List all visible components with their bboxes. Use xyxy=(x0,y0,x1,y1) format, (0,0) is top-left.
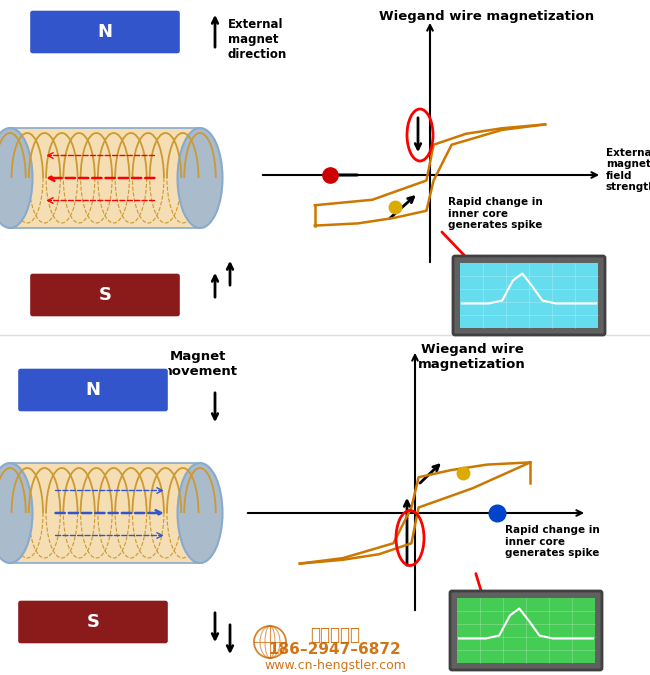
Text: N: N xyxy=(98,23,112,41)
Ellipse shape xyxy=(0,128,32,228)
Text: 西安德伍拓: 西安德伍拓 xyxy=(310,626,360,644)
Bar xyxy=(460,263,598,328)
Text: S: S xyxy=(99,286,112,304)
Ellipse shape xyxy=(177,463,222,563)
FancyBboxPatch shape xyxy=(453,256,605,335)
Ellipse shape xyxy=(177,128,222,228)
Bar xyxy=(10,128,200,228)
FancyBboxPatch shape xyxy=(29,273,181,317)
Text: External
magnetic
field
strength: External magnetic field strength xyxy=(606,148,650,192)
Text: www.cn-hengstler.com: www.cn-hengstler.com xyxy=(264,659,406,672)
Text: 186–2947–6872: 186–2947–6872 xyxy=(268,643,402,657)
Text: External
magnet
direction: External magnet direction xyxy=(228,18,287,61)
FancyBboxPatch shape xyxy=(18,600,168,644)
FancyBboxPatch shape xyxy=(450,591,602,670)
Bar xyxy=(10,463,200,563)
Text: Wiegand wire magnetization: Wiegand wire magnetization xyxy=(380,10,595,23)
Text: S: S xyxy=(86,613,99,631)
FancyBboxPatch shape xyxy=(29,10,181,54)
Text: N: N xyxy=(86,381,101,399)
Text: Rapid change in
inner core
generates spike: Rapid change in inner core generates spi… xyxy=(505,525,600,558)
Text: Magnet
movement: Magnet movement xyxy=(159,350,237,378)
Bar xyxy=(457,598,595,663)
Ellipse shape xyxy=(0,463,32,563)
FancyBboxPatch shape xyxy=(18,368,168,412)
Text: Wiegand wire
magnetization: Wiegand wire magnetization xyxy=(418,343,526,371)
Text: Rapid change in
inner core
generates spike: Rapid change in inner core generates spi… xyxy=(448,197,543,230)
